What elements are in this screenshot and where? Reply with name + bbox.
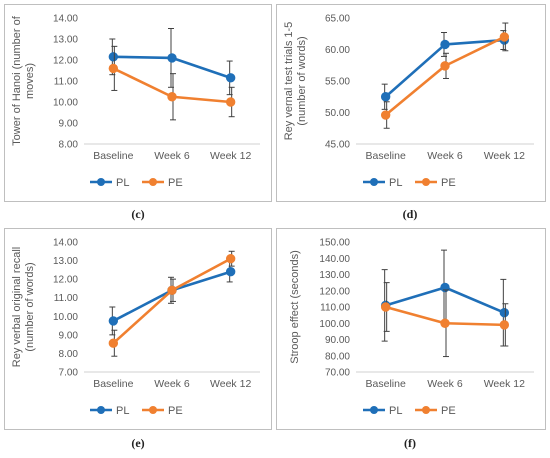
legend-label-PL: PL (116, 405, 129, 417)
data-point-PE (380, 110, 391, 120)
x-tick-label: Baseline (366, 150, 406, 162)
y-tick-label: 11.00 (54, 293, 79, 304)
legend-marker-PE (422, 178, 430, 186)
data-point-PL (108, 52, 119, 62)
data-point-PL (225, 267, 236, 277)
y-axis-title: Tower of Hanoi (number of (11, 15, 23, 146)
y-tick-label: 50.00 (325, 108, 350, 119)
caption-c: (c) (131, 207, 145, 221)
chart-panel-c: 8.00 9.00 10.00 11.00 12.00 13.00 14.00 Baselin… (4, 4, 272, 202)
data-point-PE (167, 92, 177, 102)
y-tick-label: 130.00 (319, 270, 350, 281)
chart-svg: 8.00 9.00 10.00 11.00 12.00 13.00 14.00 Baselin… (4, 4, 272, 202)
legend-marker-PL (370, 406, 378, 414)
data-point-PL (440, 39, 450, 50)
x-tick-label: Week 6 (427, 150, 463, 162)
x-tick-label: Week 12 (210, 378, 251, 390)
y-tick-label: 100.00 (319, 319, 350, 330)
data-point-PE (108, 63, 119, 74)
y-tick-label: 12.00 (53, 275, 78, 286)
caption-e: (e) (131, 436, 145, 450)
y-tick-label: 90.00 (325, 335, 350, 346)
data-point-PE (225, 254, 236, 264)
y-tick-label: 14.00 (53, 238, 78, 249)
legend-marker-PL (370, 178, 378, 186)
data-point-PE (108, 338, 119, 348)
y-tick-label: 10.00 (53, 98, 78, 109)
legend-marker-PE (149, 406, 157, 414)
data-point-PE (167, 285, 177, 295)
legend-label-PE: PE (441, 405, 456, 417)
legend-label-PE: PE (168, 177, 183, 189)
y-axis-title: Rey vernal test trials 1-5 (283, 22, 295, 141)
x-tick-label: Week 6 (154, 378, 190, 390)
legend-label-PL: PL (389, 405, 402, 417)
x-tick-label: Week 6 (154, 150, 190, 162)
y-tick-label: 11.00 (54, 77, 79, 88)
data-point-PL (167, 53, 177, 63)
y-tick-label: 140.00 (319, 254, 350, 265)
data-point-PE (499, 32, 510, 42)
legend-marker-PL (97, 178, 105, 186)
legend-label-PL: PL (389, 177, 402, 189)
caption-f: (f) (404, 436, 416, 450)
y-axis-title: (number of words) (296, 36, 308, 125)
data-point-PE (440, 61, 450, 71)
y-tick-label: 12.00 (53, 56, 78, 67)
legend-marker-PL (97, 406, 105, 414)
y-tick-label: 70.00 (325, 368, 350, 379)
y-tick-label: 7.00 (59, 368, 79, 379)
chart-frame (276, 228, 546, 430)
chart-panel-f: 70.00 80.00 90.00 100.00 110.00 120.00 130.00 1… (276, 228, 546, 430)
y-axis-title: (number of words) (24, 262, 36, 351)
x-tick-label: Week 12 (210, 150, 251, 162)
x-tick-label: Baseline (366, 378, 406, 390)
y-tick-label: 55.00 (325, 77, 350, 88)
chart-panel-d: 45.00 50.00 55.00 60.00 65.00 Baseline Week 6 W… (276, 4, 546, 202)
x-tick-label: Week 12 (484, 378, 525, 390)
y-tick-label: 8.00 (59, 349, 79, 360)
y-axis-title: Rey verbal original recall (11, 247, 23, 367)
chart-svg: 7.00 8.00 9.00 10.00 11.00 12.00 13.00 14.00 Bas… (4, 228, 272, 430)
legend-marker-PE (422, 406, 430, 414)
chart-svg: 45.00 50.00 55.00 60.00 65.00 Baseline Week 6 W… (276, 4, 546, 202)
y-axis-title: Stroop effect (seconds) (289, 250, 301, 364)
legend-label-PL: PL (116, 177, 129, 189)
y-tick-label: 110.00 (320, 303, 350, 314)
data-point-PL (225, 73, 236, 83)
data-point-PL (499, 307, 510, 318)
y-tick-label: 150.00 (319, 238, 350, 249)
y-tick-label: 8.00 (59, 140, 79, 151)
x-tick-label: Baseline (93, 150, 133, 162)
x-tick-label: Baseline (93, 378, 133, 390)
legend-marker-PE (149, 178, 157, 186)
y-tick-label: 13.00 (53, 256, 78, 267)
data-point-PE (380, 302, 391, 312)
y-tick-label: 9.00 (59, 119, 79, 130)
y-tick-label: 10.00 (53, 312, 78, 323)
data-point-PL (440, 282, 450, 293)
legend-label-PE: PE (168, 405, 183, 417)
y-tick-label: 14.00 (53, 14, 78, 25)
data-point-PE (225, 97, 236, 107)
data-point-PL (108, 316, 119, 326)
y-tick-label: 120.00 (319, 286, 350, 297)
y-tick-label: 13.00 (53, 35, 78, 46)
legend-label-PE: PE (441, 177, 456, 189)
chart-panel-e: 7.00 8.00 9.00 10.00 11.00 12.00 13.00 14.00 Bas… (4, 228, 272, 430)
caption-d: (d) (402, 207, 418, 221)
data-point-PE (499, 320, 510, 330)
y-axis-title: moves) (24, 63, 36, 99)
x-tick-label: Week 6 (427, 378, 463, 390)
y-tick-label: 45.00 (325, 140, 350, 151)
y-tick-label: 9.00 (59, 330, 79, 341)
y-tick-label: 65.00 (325, 14, 350, 25)
data-point-PL (380, 92, 391, 102)
chart-svg: 70.00 80.00 90.00 100.00 110.00 120.00 130.00 1… (276, 228, 546, 430)
data-point-PE (440, 318, 450, 328)
y-tick-label: 80.00 (325, 351, 350, 362)
y-tick-label: 60.00 (325, 45, 350, 56)
x-tick-label: Week 12 (484, 150, 525, 162)
